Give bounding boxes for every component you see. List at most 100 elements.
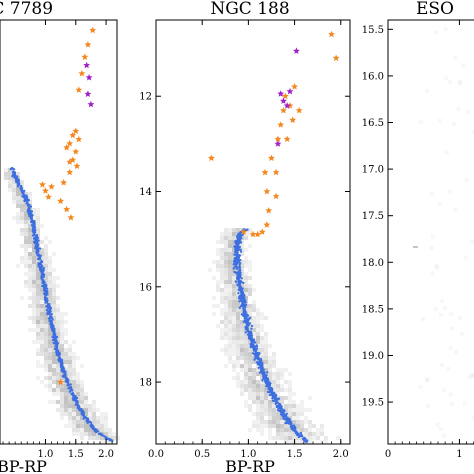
density-cell (244, 360, 248, 364)
panel-ngc7789-title: NGC 7789 (0, 0, 53, 19)
density-cell (40, 348, 44, 352)
density-cell (284, 388, 288, 392)
member-star-dot (49, 315, 53, 319)
density-cell (44, 256, 48, 260)
density-cell (64, 364, 68, 368)
member-star-dot (38, 262, 41, 265)
density-cell (248, 428, 252, 432)
density-cell (220, 308, 224, 312)
member-star-dot (76, 400, 79, 403)
density-cell (434, 263, 439, 268)
density-cell (96, 428, 100, 432)
density-cell (224, 336, 228, 340)
density-cell (216, 252, 220, 256)
density-cell (272, 424, 276, 428)
density-cell (228, 328, 232, 332)
density-cell (20, 256, 24, 260)
density-cell (220, 332, 224, 336)
density-cell (252, 368, 256, 372)
density-cell (52, 296, 56, 300)
density-cell (316, 428, 320, 432)
orange-star-marker (84, 41, 92, 48)
density-cell (32, 248, 36, 252)
density-cell (443, 26, 448, 31)
density-cell (60, 352, 64, 356)
member-star-dot (292, 424, 296, 427)
density-cell (244, 364, 248, 368)
density-cell (28, 272, 32, 276)
member-star-dot (237, 292, 240, 295)
density-cell (48, 332, 52, 336)
density-cell (224, 316, 228, 320)
density-cell (48, 368, 52, 372)
member-star-dot (74, 403, 78, 407)
density-cell (48, 300, 52, 304)
density-cell (240, 388, 244, 392)
member-star-dot (260, 372, 264, 375)
member-star-dot (282, 408, 286, 412)
density-cell (48, 276, 52, 280)
member-point (245, 318, 248, 322)
density-cell (440, 363, 445, 368)
density-cell (68, 364, 72, 368)
density-cell (224, 292, 228, 296)
density-cell (20, 196, 24, 200)
density-cell (256, 392, 260, 396)
density-cell (260, 408, 264, 412)
density-cell (288, 428, 292, 432)
density-cell (72, 404, 76, 408)
density-cell (232, 248, 236, 252)
density-cell (88, 428, 92, 432)
orange-star-marker (272, 192, 280, 200)
member-star-dot (53, 333, 57, 336)
density-cell (244, 248, 248, 252)
member-star-dot (271, 387, 274, 391)
member-star-dot (74, 398, 77, 401)
density-cell (20, 260, 24, 264)
density-cell (212, 304, 216, 308)
density-cell (104, 432, 108, 436)
member-star-dot (259, 366, 262, 369)
density-cell (92, 404, 96, 408)
density-cell (60, 344, 64, 348)
density-cell (4, 176, 8, 180)
density-cell (20, 208, 24, 212)
density-cell (36, 280, 40, 284)
member-star-dot (245, 313, 248, 316)
density-cell (72, 416, 76, 420)
panel-eso-density-cloud (418, 26, 474, 438)
density-cell (280, 368, 284, 372)
density-cell (72, 420, 76, 424)
density-cell (264, 360, 268, 364)
density-cell (32, 268, 36, 272)
density-cell (96, 408, 100, 412)
member-point (50, 321, 53, 324)
density-cell (240, 324, 244, 328)
density-cell (248, 352, 252, 356)
density-cell (232, 332, 236, 336)
density-cell (252, 328, 256, 332)
member-star-dot (56, 354, 60, 357)
density-cell (24, 256, 28, 260)
density-cell (28, 304, 32, 308)
density-cell (56, 376, 60, 380)
density-cell (244, 336, 248, 340)
density-cell (32, 284, 36, 288)
density-cell (248, 384, 252, 388)
density-cell (232, 296, 236, 300)
member-star-dot (284, 414, 288, 418)
density-cell (48, 360, 52, 364)
density-cell (418, 119, 423, 124)
density-cell (260, 404, 264, 408)
density-cell (248, 380, 252, 384)
member-star-dot (37, 265, 40, 268)
member-star-dot (45, 301, 48, 304)
density-cell (236, 340, 240, 344)
purple-star-marker (293, 47, 300, 54)
density-cell (32, 244, 36, 248)
member-star-dot (275, 404, 279, 408)
y-tick-label: 16.0 (362, 71, 384, 82)
member-star-dot (15, 175, 19, 178)
member-star-dot (52, 327, 55, 330)
density-cell (60, 320, 64, 324)
